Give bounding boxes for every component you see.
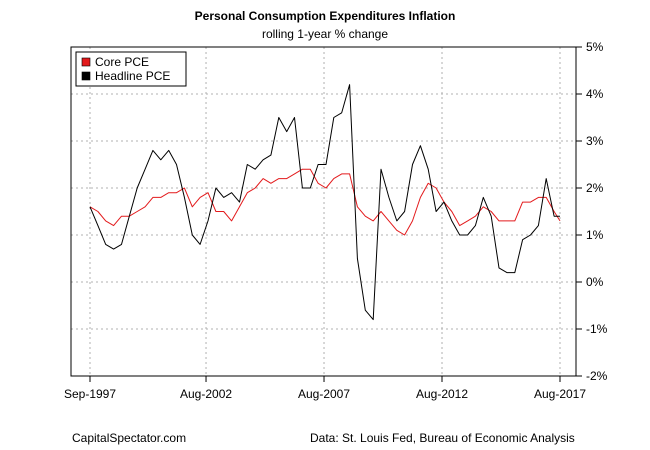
legend-box xyxy=(75,51,187,87)
x-tick-label: Aug-2017 xyxy=(534,387,586,401)
series-line-core-pce xyxy=(89,168,561,236)
y-tick-label: 5% xyxy=(586,40,604,54)
legend-label-core-pce: Core PCE xyxy=(95,55,149,69)
y-tick-label: 2% xyxy=(586,181,604,195)
grid-lines xyxy=(71,46,576,377)
legend-label-headline-pce: Headline PCE xyxy=(95,69,170,83)
x-tick-label: Aug-2012 xyxy=(416,387,468,401)
series-line-headline-pce xyxy=(89,84,560,321)
plot-frame xyxy=(70,46,577,377)
y-tick-label: 4% xyxy=(586,87,604,101)
legend-swatch-core-pce xyxy=(81,57,91,67)
y-tick-label: 1% xyxy=(586,228,604,242)
footer-data-source: Data: St. Louis Fed, Bureau of Economic … xyxy=(310,431,575,445)
x-tick-label: Sep-1997 xyxy=(64,387,116,401)
legend-swatch-headline-pce xyxy=(81,71,91,81)
y-tick-label: -1% xyxy=(586,322,608,336)
chart-subtitle: rolling 1-year % change xyxy=(262,27,388,41)
y-axis: 5% 4% 3% 2% 1% 0% -1% -2% xyxy=(576,40,608,383)
y-tick-label: -2% xyxy=(586,369,608,383)
y-tick-label: 0% xyxy=(586,275,604,289)
x-tick-label: Aug-2002 xyxy=(180,387,232,401)
y-tick-label: 3% xyxy=(586,134,604,148)
x-axis: Sep-1997 Aug-2002 Aug-2007 Aug-2012 Aug-2017 xyxy=(64,375,586,401)
footer-source-site: CapitalSpectator.com xyxy=(72,431,186,445)
chart-title: Personal Consumption Expenditures Inflat… xyxy=(195,9,456,23)
series-lines xyxy=(89,84,561,321)
legend: Core PCE Headline PCE xyxy=(75,51,187,87)
x-tick-label: Aug-2007 xyxy=(298,387,350,401)
